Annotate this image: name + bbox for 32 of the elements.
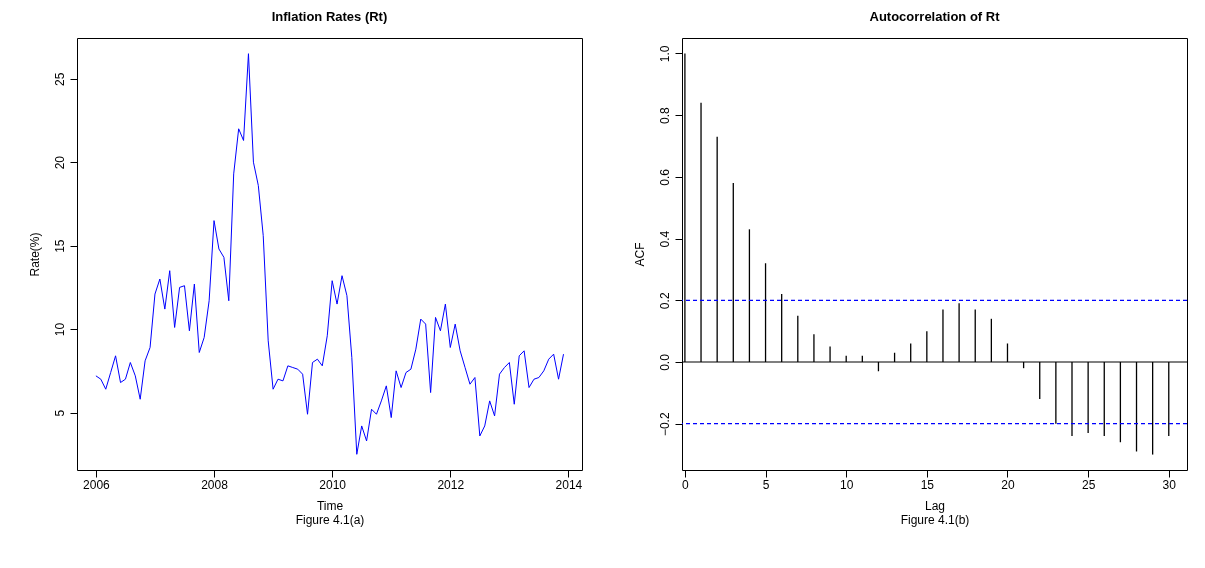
x-tick-label: 15	[920, 477, 935, 492]
y-tick-label: 0.6	[657, 168, 672, 186]
chart-title: Inflation Rates (Rt)	[271, 9, 388, 24]
y-tick-label: 0.0	[657, 353, 672, 371]
x-tick-label: 2010	[319, 477, 347, 492]
y-tick-label: −0.2	[657, 412, 672, 437]
y-tick-label: 5	[52, 409, 67, 417]
x-tick-label: 20	[1001, 477, 1015, 492]
y-tick-label: 1.0	[657, 45, 672, 63]
y-tick-label: 25	[52, 72, 67, 86]
x-axis-title: Time	[316, 498, 344, 513]
x-tick-label: 2008	[201, 477, 229, 492]
y-tick-label: 10	[52, 322, 67, 337]
y-tick-label: 20	[52, 155, 67, 170]
x-tick-label: 2006	[83, 477, 111, 492]
y-axis-title: ACF	[632, 242, 647, 267]
x-tick-label: 25	[1081, 477, 1096, 492]
x-tick-label: 2014	[555, 477, 583, 492]
x-tick-label: 0	[682, 477, 690, 492]
y-tick-label: 0.2	[657, 292, 672, 310]
x-tick-label: 10	[840, 477, 854, 492]
caption: Figure 4.1(b)	[900, 512, 970, 527]
y-tick-label: 15	[52, 239, 67, 253]
y-axis-title: Rate(%)	[27, 232, 42, 277]
caption: Figure 4.1(a)	[295, 512, 365, 527]
chart-title: Autocorrelation of Rt	[869, 9, 1001, 24]
x-axis-title: Lag	[924, 498, 946, 513]
x-tick-label: 5	[762, 477, 770, 492]
y-tick-label: 0.4	[657, 230, 672, 248]
x-tick-label: 30	[1162, 477, 1177, 492]
y-tick-label: 0.8	[657, 106, 672, 124]
x-tick-label: 2012	[437, 477, 465, 492]
